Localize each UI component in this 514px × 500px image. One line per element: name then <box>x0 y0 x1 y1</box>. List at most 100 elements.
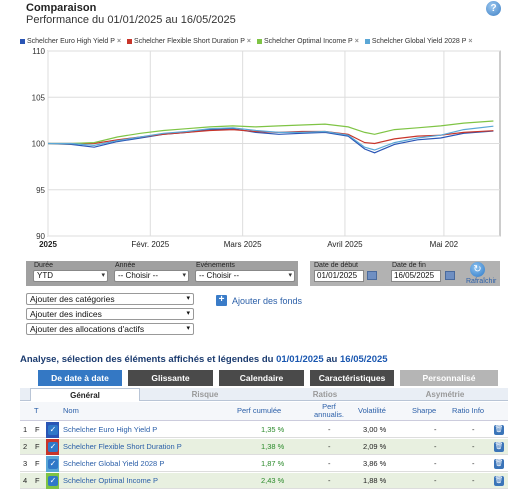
table-header: T Nom Perf cumulée Perf annualis. Volati… <box>20 402 508 421</box>
duree-select[interactable]: YTD ▾ <box>33 270 108 282</box>
subtab-asymetrie[interactable]: Asymétrie <box>425 390 465 399</box>
evenements-select[interactable]: -- Choisir -- ▾ <box>195 270 295 282</box>
legend-swatch <box>364 39 370 44</box>
refresh-icon[interactable]: ↻ <box>470 262 485 277</box>
x-tick-label: Mai 202 <box>430 240 459 249</box>
row-perf-cumulee: 2,43 % <box>261 476 285 485</box>
chevron-down-icon: ▾ <box>182 272 186 279</box>
x-tick-label: 2025 <box>39 240 57 249</box>
x-tick-label: Mars 2025 <box>224 240 262 249</box>
categories-label: Ajouter des catégories <box>30 294 115 304</box>
table-row: 3 F ✓ Schelcher Global Yield 2028 P 1,87 % - 3… <box>20 456 508 472</box>
col-nom[interactable]: Nom <box>63 406 79 415</box>
legend-item: Schelcher Euro High Yield P × <box>20 38 121 45</box>
table-row: 1 F ✓ Schelcher Euro High Yield P 1,35 % - 3,0… <box>20 422 508 438</box>
col-sharpe[interactable]: Sharpe <box>412 406 437 415</box>
tab-label: Calendaire <box>239 373 284 383</box>
y-tick-label: 95 <box>36 186 45 195</box>
row-name[interactable]: Schelcher Euro High Yield P <box>63 425 158 434</box>
x-tick-label: Févr. 2025 <box>131 240 169 249</box>
date-fin-input[interactable]: 16/05/2025 <box>391 270 441 282</box>
allocations-dropdown[interactable]: Ajouter des allocations d'actifs ▾ <box>26 323 194 335</box>
legend-label: Schelcher Euro High Yield P <box>27 38 115 45</box>
tab-de-date-a-date[interactable]: De date à date <box>38 370 122 386</box>
subtab-ratios[interactable]: Ratios <box>312 390 338 399</box>
row-ratio-info: - <box>472 459 475 468</box>
row-checkbox[interactable]: ✓ <box>48 459 58 469</box>
col-perf-cumulee[interactable]: Perf cumulée <box>237 406 282 415</box>
series-line <box>48 120 494 145</box>
refresh-button[interactable]: Rafraîchir <box>466 278 497 285</box>
row-ratio-info: - <box>472 425 475 434</box>
subtab-general[interactable]: Général <box>30 388 140 401</box>
evenements-value: -- Choisir -- <box>199 271 239 280</box>
tab-personnalise[interactable]: Personnalisé <box>400 370 498 386</box>
chevron-down-icon: ▾ <box>186 310 190 317</box>
row-perf-cumulee: 1,38 % <box>261 442 285 451</box>
legend-item: Schelcher Global Yield 2028 P × <box>364 38 473 45</box>
help-icon[interactable]: ? <box>486 1 501 16</box>
y-tick-label: 90 <box>36 232 45 241</box>
add-funds-link[interactable]: Ajouter des fonds <box>232 296 303 306</box>
legend-swatch <box>20 39 25 44</box>
row-name[interactable]: Schelcher Flexible Short Duration P <box>63 442 182 451</box>
row-sharpe: - <box>434 476 437 485</box>
tab-label: De date à date <box>51 373 109 383</box>
row-type: F <box>35 459 40 468</box>
page-title: Comparaison <box>26 2 97 14</box>
row-volatilite: 3,00 % <box>363 425 387 434</box>
tab-glissante[interactable]: Glissante <box>128 370 213 386</box>
col-t: T <box>34 406 39 415</box>
legend-swatch <box>257 39 263 44</box>
date-fin-label: Date de fin <box>392 262 426 269</box>
row-name[interactable]: Schelcher Global Yield 2028 P <box>63 459 165 468</box>
subtab-risque[interactable]: Risque <box>191 390 219 399</box>
y-tick-label: 100 <box>32 140 46 149</box>
evenements-label: Evénements <box>196 262 235 269</box>
series-line <box>48 125 494 151</box>
row-type: F <box>35 476 40 485</box>
analyse-mid: au <box>326 354 338 365</box>
close-icon[interactable]: × <box>246 38 252 45</box>
tab-calendaire[interactable]: Calendaire <box>219 370 304 386</box>
trash-icon[interactable]: 🗑 <box>494 476 504 486</box>
row-volatilite: 1,88 % <box>363 476 387 485</box>
categories-dropdown[interactable]: Ajouter des catégories ▾ <box>26 293 194 305</box>
row-number: 4 <box>23 476 28 485</box>
row-checkbox[interactable]: ✓ <box>48 442 58 452</box>
close-icon[interactable]: × <box>116 38 122 45</box>
annee-select[interactable]: -- Choisir -- ▾ <box>114 270 189 282</box>
trash-icon[interactable]: 🗑 <box>494 425 504 435</box>
tab-label: Caractéristiques <box>318 373 386 383</box>
row-name[interactable]: Schelcher Optimal Income P <box>63 476 159 485</box>
row-volatilite: 2,09 % <box>363 442 387 451</box>
col-volatilite[interactable]: Volatilité <box>358 406 386 415</box>
indices-dropdown[interactable]: Ajouter des indices ▾ <box>26 308 194 320</box>
row-checkbox[interactable]: ✓ <box>48 476 58 486</box>
tab-caracteristiques[interactable]: Caractéristiques <box>310 370 394 386</box>
close-icon[interactable]: × <box>354 38 359 45</box>
row-ratio-info: - <box>472 442 475 451</box>
analyse-heading: Analyse, sélection des éléments affichés… <box>20 354 388 365</box>
allocations-label: Ajouter des allocations d'actifs <box>30 324 145 334</box>
legend-swatch <box>127 39 133 44</box>
row-perf-annualisee: - <box>328 459 331 468</box>
calendar-icon[interactable] <box>445 271 455 280</box>
close-icon[interactable]: × <box>468 38 473 45</box>
legend-label: Schelcher Global Yield 2028 P <box>371 38 467 45</box>
row-checkbox[interactable]: ✓ <box>48 425 58 435</box>
col-ratio-info[interactable]: Ratio Info <box>452 406 485 415</box>
trash-icon[interactable]: 🗑 <box>494 459 504 469</box>
table-row: 2 F ✓ Schelcher Flexible Short Duration P 1,… <box>20 439 508 455</box>
calendar-icon[interactable] <box>367 271 377 280</box>
indices-label: Ajouter des indices <box>30 309 102 319</box>
plus-icon[interactable]: + <box>216 295 227 306</box>
trash-icon[interactable]: 🗑 <box>494 442 504 452</box>
col-perf-annualis[interactable]: Perf annualis. <box>313 402 345 419</box>
chart-legend: Schelcher Euro High Yield P × Schelcher Fl… <box>20 36 508 47</box>
legend-label: Schelcher Flexible Short Duration P <box>134 38 245 45</box>
date-debut-label: Date de début <box>314 262 358 269</box>
row-type: F <box>35 442 40 451</box>
date-debut-input[interactable]: 01/01/2025 <box>314 270 364 282</box>
